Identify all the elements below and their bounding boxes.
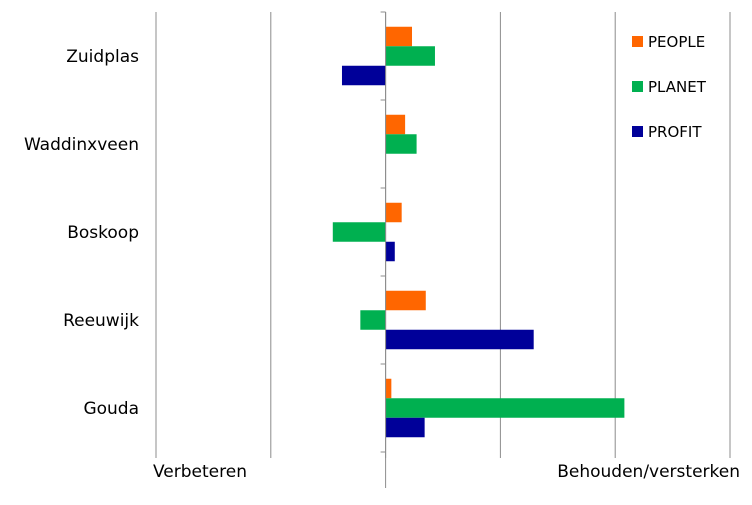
bar-planet-boskoop xyxy=(332,222,386,242)
bar-people-boskoop xyxy=(385,202,402,223)
bar-people-reeuwijk xyxy=(385,290,426,311)
axes xyxy=(155,11,731,488)
bars xyxy=(332,26,625,438)
bar-profit-boskoop xyxy=(385,241,395,262)
gridlines xyxy=(155,12,731,452)
legend-label-planet: PLANET xyxy=(648,78,707,96)
bar-people-zuidplas xyxy=(385,26,413,47)
bar-profit-gouda xyxy=(385,417,425,438)
x-axis-right-label: Behouden/versterken xyxy=(557,462,740,482)
category-label: Reeuwijk xyxy=(63,311,139,331)
category-label: Zuidplas xyxy=(66,47,139,67)
legend-swatch-people xyxy=(632,36,643,47)
bar-planet-gouda xyxy=(385,398,625,418)
legend: PEOPLE PLANET PROFIT xyxy=(632,33,707,141)
x-axis-labels: Verbeteren Behouden/versterken xyxy=(153,462,740,482)
bar-people-gouda xyxy=(385,378,392,399)
bar-profit-reeuwijk xyxy=(385,329,534,350)
legend-swatch-planet xyxy=(632,81,643,92)
legend-swatch-profit xyxy=(632,126,643,137)
category-labels: Zuidplas Waddinxveen Boskoop Reeuwijk Gouda xyxy=(24,47,139,419)
bar-profit-zuidplas xyxy=(341,65,386,86)
bar-planet-zuidplas xyxy=(385,46,435,66)
legend-label-profit: PROFIT xyxy=(648,123,702,141)
legend-label-people: PEOPLE xyxy=(648,33,705,51)
category-label: Waddinxveen xyxy=(24,135,139,155)
category-label: Boskoop xyxy=(67,223,139,243)
bar-planet-reeuwijk xyxy=(360,310,386,330)
x-axis-left-label: Verbeteren xyxy=(153,462,247,482)
category-label: Gouda xyxy=(83,399,139,419)
bar-planet-waddinxveen xyxy=(385,134,417,154)
bar-people-waddinxveen xyxy=(385,114,406,135)
